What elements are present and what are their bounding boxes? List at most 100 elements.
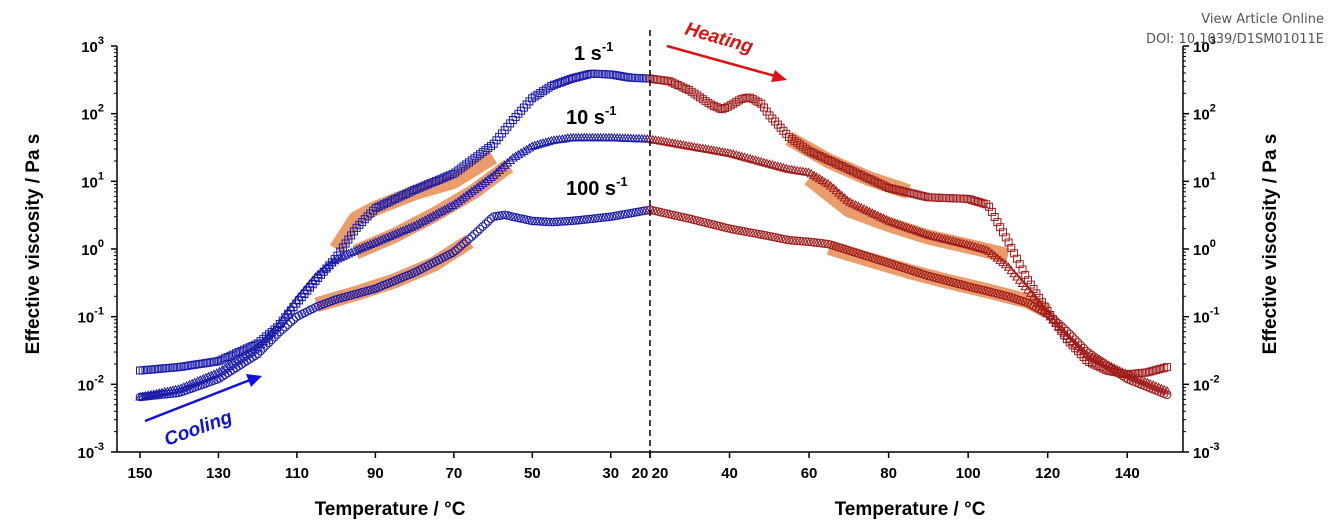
data-point	[1062, 326, 1072, 336]
data-point	[486, 172, 496, 181]
data-point	[418, 182, 427, 191]
data-point	[275, 327, 285, 337]
data-point	[215, 356, 224, 365]
data-point	[458, 192, 469, 202]
data-point	[996, 223, 1005, 232]
data-point	[715, 104, 724, 113]
data-point	[382, 198, 391, 207]
data-point	[740, 94, 749, 103]
data-point	[918, 191, 927, 200]
data-point	[967, 241, 978, 250]
data-point	[1028, 291, 1039, 301]
data-point	[547, 217, 556, 227]
data-point	[558, 217, 567, 226]
data-point	[146, 391, 156, 401]
data-point	[778, 162, 789, 172]
data-point	[601, 212, 611, 222]
data-point	[987, 207, 996, 216]
data-point	[423, 180, 432, 189]
data-point	[467, 232, 477, 241]
data-point	[459, 239, 468, 248]
data-point	[544, 217, 553, 227]
data-point	[1048, 314, 1058, 324]
data-point	[550, 80, 558, 89]
data-point	[1051, 316, 1061, 326]
data-point	[143, 391, 153, 401]
data-point	[1157, 364, 1166, 373]
data-point	[596, 213, 605, 223]
data-point	[851, 168, 860, 177]
data-point	[1149, 366, 1158, 375]
data-point	[976, 198, 985, 207]
data-point	[456, 241, 466, 251]
data-point	[1042, 308, 1053, 318]
data-point	[868, 176, 877, 185]
data-point	[964, 240, 975, 249]
data-point	[904, 188, 913, 197]
data-point	[1043, 309, 1052, 319]
data-point	[840, 163, 849, 172]
data-point	[454, 166, 463, 175]
data-point	[909, 224, 919, 234]
data-point	[393, 193, 402, 202]
data-point	[412, 184, 421, 193]
y-tick-label: 100	[1193, 238, 1216, 259]
data-point	[360, 215, 369, 224]
highlight-band-0	[329, 150, 498, 254]
data-point	[560, 217, 570, 226]
data-point	[820, 239, 830, 248]
data-point	[481, 146, 490, 155]
data-point	[890, 185, 899, 194]
data-point	[865, 175, 874, 184]
data-point	[709, 101, 718, 110]
y-tick-label: 101	[1193, 170, 1216, 191]
data-point	[445, 171, 454, 180]
data-point	[242, 344, 251, 353]
data-point	[566, 216, 575, 226]
data-point	[1068, 332, 1077, 342]
data-point	[324, 260, 335, 269]
data-point	[640, 206, 649, 215]
data-point	[561, 76, 569, 85]
data-point	[1046, 311, 1055, 321]
axes	[116, 30, 1184, 453]
data-point	[668, 78, 677, 87]
data-point	[152, 390, 161, 400]
data-point	[477, 178, 488, 188]
data-point	[729, 225, 738, 234]
data-point	[721, 104, 729, 112]
data-point	[968, 196, 977, 205]
series-label-10: 10 s-1	[566, 103, 617, 129]
data-point	[801, 237, 811, 246]
data-point	[538, 217, 548, 226]
data-point	[781, 235, 791, 244]
data-point	[316, 267, 326, 276]
data-point	[734, 226, 744, 235]
data-point	[812, 150, 821, 159]
data-point	[1026, 280, 1035, 289]
data-point	[910, 189, 919, 198]
data-point	[679, 83, 688, 92]
data-point	[165, 389, 175, 399]
data-point	[168, 389, 178, 398]
data-point	[860, 172, 868, 181]
data-point	[310, 272, 321, 281]
x-tick-label: 120	[1035, 465, 1060, 482]
data-point	[1003, 262, 1014, 271]
y-tick-label: 10-1	[78, 306, 104, 327]
data-point	[823, 155, 832, 164]
data-point	[871, 177, 880, 186]
heating-arrow	[666, 44, 787, 82]
data-point	[289, 315, 298, 325]
data-point	[473, 227, 482, 236]
data-point	[754, 98, 763, 107]
data-point	[555, 217, 564, 226]
data-point	[494, 165, 505, 174]
data-point	[950, 236, 961, 246]
watermark-line2: DOI: 10.1039/D1SM01011E	[1145, 32, 1324, 47]
watermark-line1: View Article Online	[1201, 12, 1324, 27]
data-point	[971, 197, 980, 205]
y-tick-label: 10-3	[78, 441, 104, 462]
data-point	[921, 192, 930, 201]
